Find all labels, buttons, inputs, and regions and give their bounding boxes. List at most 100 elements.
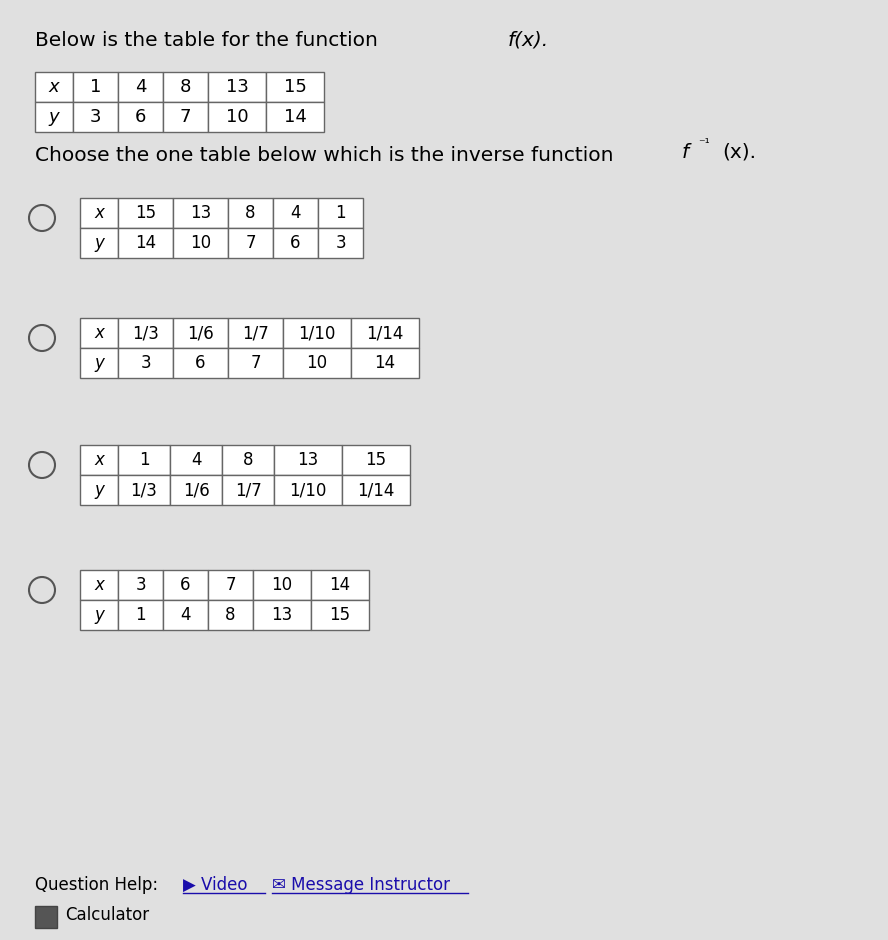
Bar bbox=[208, 600, 253, 630]
Bar bbox=[80, 198, 118, 228]
Bar bbox=[228, 198, 273, 228]
Text: 1/14: 1/14 bbox=[367, 324, 404, 342]
Bar bbox=[351, 348, 419, 378]
Bar bbox=[80, 348, 118, 378]
Bar bbox=[80, 570, 118, 600]
Bar bbox=[118, 318, 173, 348]
Text: 6: 6 bbox=[180, 576, 191, 594]
Bar bbox=[274, 445, 342, 475]
Text: 1: 1 bbox=[335, 204, 345, 222]
Bar bbox=[311, 570, 369, 600]
Text: 15: 15 bbox=[329, 606, 351, 624]
Text: 13: 13 bbox=[190, 204, 211, 222]
Text: 13: 13 bbox=[297, 451, 319, 469]
Bar bbox=[266, 72, 324, 102]
Text: y: y bbox=[94, 606, 104, 624]
Text: 4: 4 bbox=[191, 451, 202, 469]
Text: f: f bbox=[682, 143, 689, 162]
Text: 4: 4 bbox=[180, 606, 191, 624]
Bar bbox=[253, 600, 311, 630]
Text: 3: 3 bbox=[90, 108, 101, 126]
Text: 8: 8 bbox=[245, 204, 256, 222]
Text: 1/10: 1/10 bbox=[298, 324, 336, 342]
Bar bbox=[208, 102, 266, 132]
Text: 15: 15 bbox=[283, 78, 306, 96]
Text: ▶ Video: ▶ Video bbox=[183, 876, 248, 894]
Bar bbox=[273, 228, 318, 258]
Bar bbox=[118, 228, 173, 258]
Text: 7: 7 bbox=[250, 354, 261, 372]
Text: (x).: (x). bbox=[722, 143, 756, 162]
Text: y: y bbox=[49, 108, 59, 126]
Bar bbox=[222, 445, 274, 475]
Bar bbox=[318, 228, 363, 258]
Text: x: x bbox=[49, 78, 59, 96]
Bar bbox=[228, 348, 283, 378]
Bar bbox=[170, 475, 222, 505]
Text: 14: 14 bbox=[329, 576, 351, 594]
Bar bbox=[118, 570, 163, 600]
Bar bbox=[80, 445, 118, 475]
Text: 1/7: 1/7 bbox=[234, 481, 261, 499]
Text: x: x bbox=[94, 451, 104, 469]
Text: 3: 3 bbox=[135, 576, 146, 594]
Text: 8: 8 bbox=[179, 78, 191, 96]
Text: 8: 8 bbox=[242, 451, 253, 469]
Bar bbox=[118, 72, 163, 102]
Bar bbox=[73, 72, 118, 102]
Text: 6: 6 bbox=[195, 354, 206, 372]
Text: 14: 14 bbox=[375, 354, 395, 372]
Bar bbox=[163, 570, 208, 600]
Text: 6: 6 bbox=[135, 108, 147, 126]
Text: 3: 3 bbox=[140, 354, 151, 372]
Bar bbox=[118, 102, 163, 132]
Text: 1/3: 1/3 bbox=[131, 481, 157, 499]
Bar bbox=[118, 445, 170, 475]
Bar bbox=[80, 600, 118, 630]
Text: Below is the table for the function: Below is the table for the function bbox=[35, 30, 385, 50]
Text: 13: 13 bbox=[272, 606, 293, 624]
Bar bbox=[351, 318, 419, 348]
Text: 10: 10 bbox=[306, 354, 328, 372]
Text: 1/6: 1/6 bbox=[183, 481, 210, 499]
Text: f(x).: f(x). bbox=[508, 30, 549, 50]
Text: 4: 4 bbox=[290, 204, 301, 222]
Bar bbox=[173, 198, 228, 228]
Text: 14: 14 bbox=[135, 234, 156, 252]
Text: x: x bbox=[94, 204, 104, 222]
Bar bbox=[163, 72, 208, 102]
Text: Question Help:: Question Help: bbox=[35, 876, 158, 894]
Text: 13: 13 bbox=[226, 78, 249, 96]
Bar bbox=[318, 198, 363, 228]
Bar bbox=[228, 228, 273, 258]
Bar bbox=[311, 600, 369, 630]
Text: Calculator: Calculator bbox=[65, 906, 149, 924]
Bar bbox=[208, 570, 253, 600]
Text: 1/6: 1/6 bbox=[187, 324, 214, 342]
Text: 6: 6 bbox=[290, 234, 301, 252]
Text: 10: 10 bbox=[190, 234, 211, 252]
Text: 14: 14 bbox=[283, 108, 306, 126]
Text: 1/7: 1/7 bbox=[242, 324, 269, 342]
Text: 1: 1 bbox=[135, 606, 146, 624]
Text: y: y bbox=[94, 354, 104, 372]
Bar bbox=[173, 228, 228, 258]
Bar bbox=[118, 198, 173, 228]
Text: 7: 7 bbox=[226, 576, 235, 594]
Text: 4: 4 bbox=[135, 78, 147, 96]
Text: 3: 3 bbox=[335, 234, 345, 252]
Bar bbox=[170, 445, 222, 475]
Text: 7: 7 bbox=[179, 108, 191, 126]
Bar bbox=[80, 475, 118, 505]
Bar bbox=[163, 102, 208, 132]
Bar bbox=[35, 906, 57, 928]
Text: y: y bbox=[94, 234, 104, 252]
Text: ⁻¹: ⁻¹ bbox=[698, 136, 710, 149]
Bar bbox=[118, 348, 173, 378]
Bar bbox=[118, 475, 170, 505]
Text: 1: 1 bbox=[139, 451, 149, 469]
Text: ✉ Message Instructor: ✉ Message Instructor bbox=[272, 876, 450, 894]
Text: 8: 8 bbox=[226, 606, 235, 624]
Text: 10: 10 bbox=[226, 108, 249, 126]
Bar bbox=[173, 348, 228, 378]
